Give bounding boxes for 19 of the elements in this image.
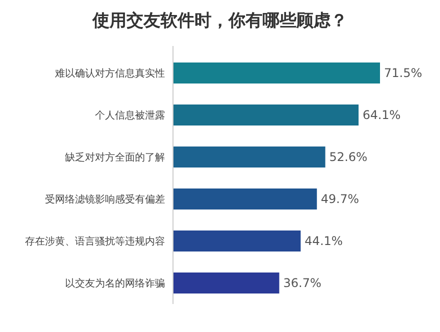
y-tick-label: 以交友为名的网络诈骗	[65, 278, 165, 290]
bar	[173, 146, 326, 168]
data-label: 49.7%	[320, 192, 360, 206]
y-tick-label: 缺乏对对方全面的了解	[65, 152, 165, 164]
bar	[173, 62, 380, 84]
bar	[173, 230, 301, 252]
data-label: 64.1%	[362, 108, 401, 122]
data-label: 44.1%	[304, 234, 343, 248]
y-tick-label: 难以确认对方信息真实性	[55, 68, 165, 80]
bar	[173, 104, 359, 126]
chart-title: 使用交友软件时，你有哪些顾虑？	[92, 11, 348, 31]
y-tick-label: 存在涉黄、语言骚扰等违规内容	[25, 236, 165, 248]
data-label: 52.6%	[329, 150, 368, 164]
y-tick-label: 受网络滤镜影响感受有偏差	[45, 194, 165, 206]
data-label: 71.5%	[384, 66, 422, 80]
y-tick-label: 个人信息被泄露	[95, 110, 165, 122]
bar	[173, 188, 317, 210]
data-label: 36.7%	[283, 276, 322, 290]
bar	[173, 272, 280, 294]
